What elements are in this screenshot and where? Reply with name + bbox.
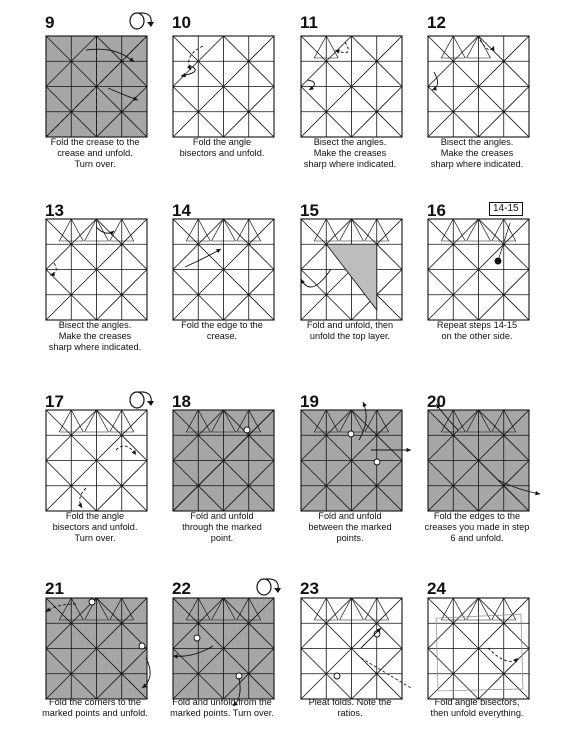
step-number: 22 (172, 579, 191, 598)
fold-diagram (45, 35, 148, 138)
step-number: 17 (45, 392, 64, 411)
step-caption: Fold the edges to the creases you made i… (424, 511, 530, 543)
fold-diagram (427, 218, 530, 321)
step-caption: Fold the edge to the crease. (181, 320, 263, 341)
step-caption: Fold and unfold from the marked points. … (170, 697, 274, 718)
step-number: 19 (300, 392, 319, 411)
fold-diagram (427, 35, 530, 138)
fold-diagram (300, 35, 403, 138)
step-caption: Fold and unfold, then unfold the top lay… (306, 320, 394, 341)
turn-over-icon (129, 12, 154, 30)
fold-diagram (45, 409, 148, 512)
step-caption: Fold angle bisectors, then unfold everyt… (430, 697, 524, 718)
step-number: 16 (427, 201, 446, 220)
step-caption: Fold and unfold between the marked point… (308, 511, 392, 543)
fold-diagram (172, 409, 275, 512)
step-caption: Bisect the angles. Make the creases shar… (48, 320, 142, 352)
step-number: 20 (427, 392, 446, 411)
step-number: 24 (427, 579, 446, 598)
step-caption: Bisect the angles. Make the creases shar… (430, 137, 524, 169)
step-number: 11 (300, 13, 318, 32)
step-reference-box: 14-15 (489, 202, 523, 216)
fold-diagram (427, 403, 541, 512)
step-caption: Fold the angle bisectors and unfold. (179, 137, 265, 158)
step-number: 13 (45, 201, 64, 220)
fold-diagram (172, 35, 275, 138)
step-caption: Fold the corners to the marked points an… (42, 697, 148, 718)
fold-diagram (427, 597, 530, 700)
step-number: 10 (172, 13, 191, 32)
step-number: 23 (300, 579, 319, 598)
fold-diagram (172, 597, 275, 707)
fold-diagram (45, 218, 148, 321)
fold-diagram (300, 401, 411, 512)
step-number: 21 (45, 579, 64, 598)
step-caption: Fold the angle bisectors and unfold. Tur… (52, 511, 138, 543)
turn-over-icon (129, 391, 154, 409)
step-caption: Bisect the angles. Make the creases shar… (303, 137, 397, 169)
step-number: 14 (172, 201, 191, 220)
fold-diagram (45, 597, 151, 700)
step-number: 18 (172, 392, 191, 411)
fold-diagram (300, 597, 412, 700)
fold-diagram (172, 218, 275, 321)
step-caption: Pleat folds. Note the ratios. (308, 697, 392, 718)
step-caption: Fold and unfold through the marked point… (182, 511, 262, 543)
step-number: 15 (300, 201, 319, 220)
step-number: 12 (427, 13, 446, 32)
step-caption: Fold the crease to the crease and unfold… (50, 137, 140, 169)
step-caption: Repeat steps 14-15 on the other side. (436, 320, 518, 341)
turn-over-icon (256, 578, 281, 596)
step-number: 9 (45, 13, 55, 32)
fold-diagram (300, 218, 403, 321)
